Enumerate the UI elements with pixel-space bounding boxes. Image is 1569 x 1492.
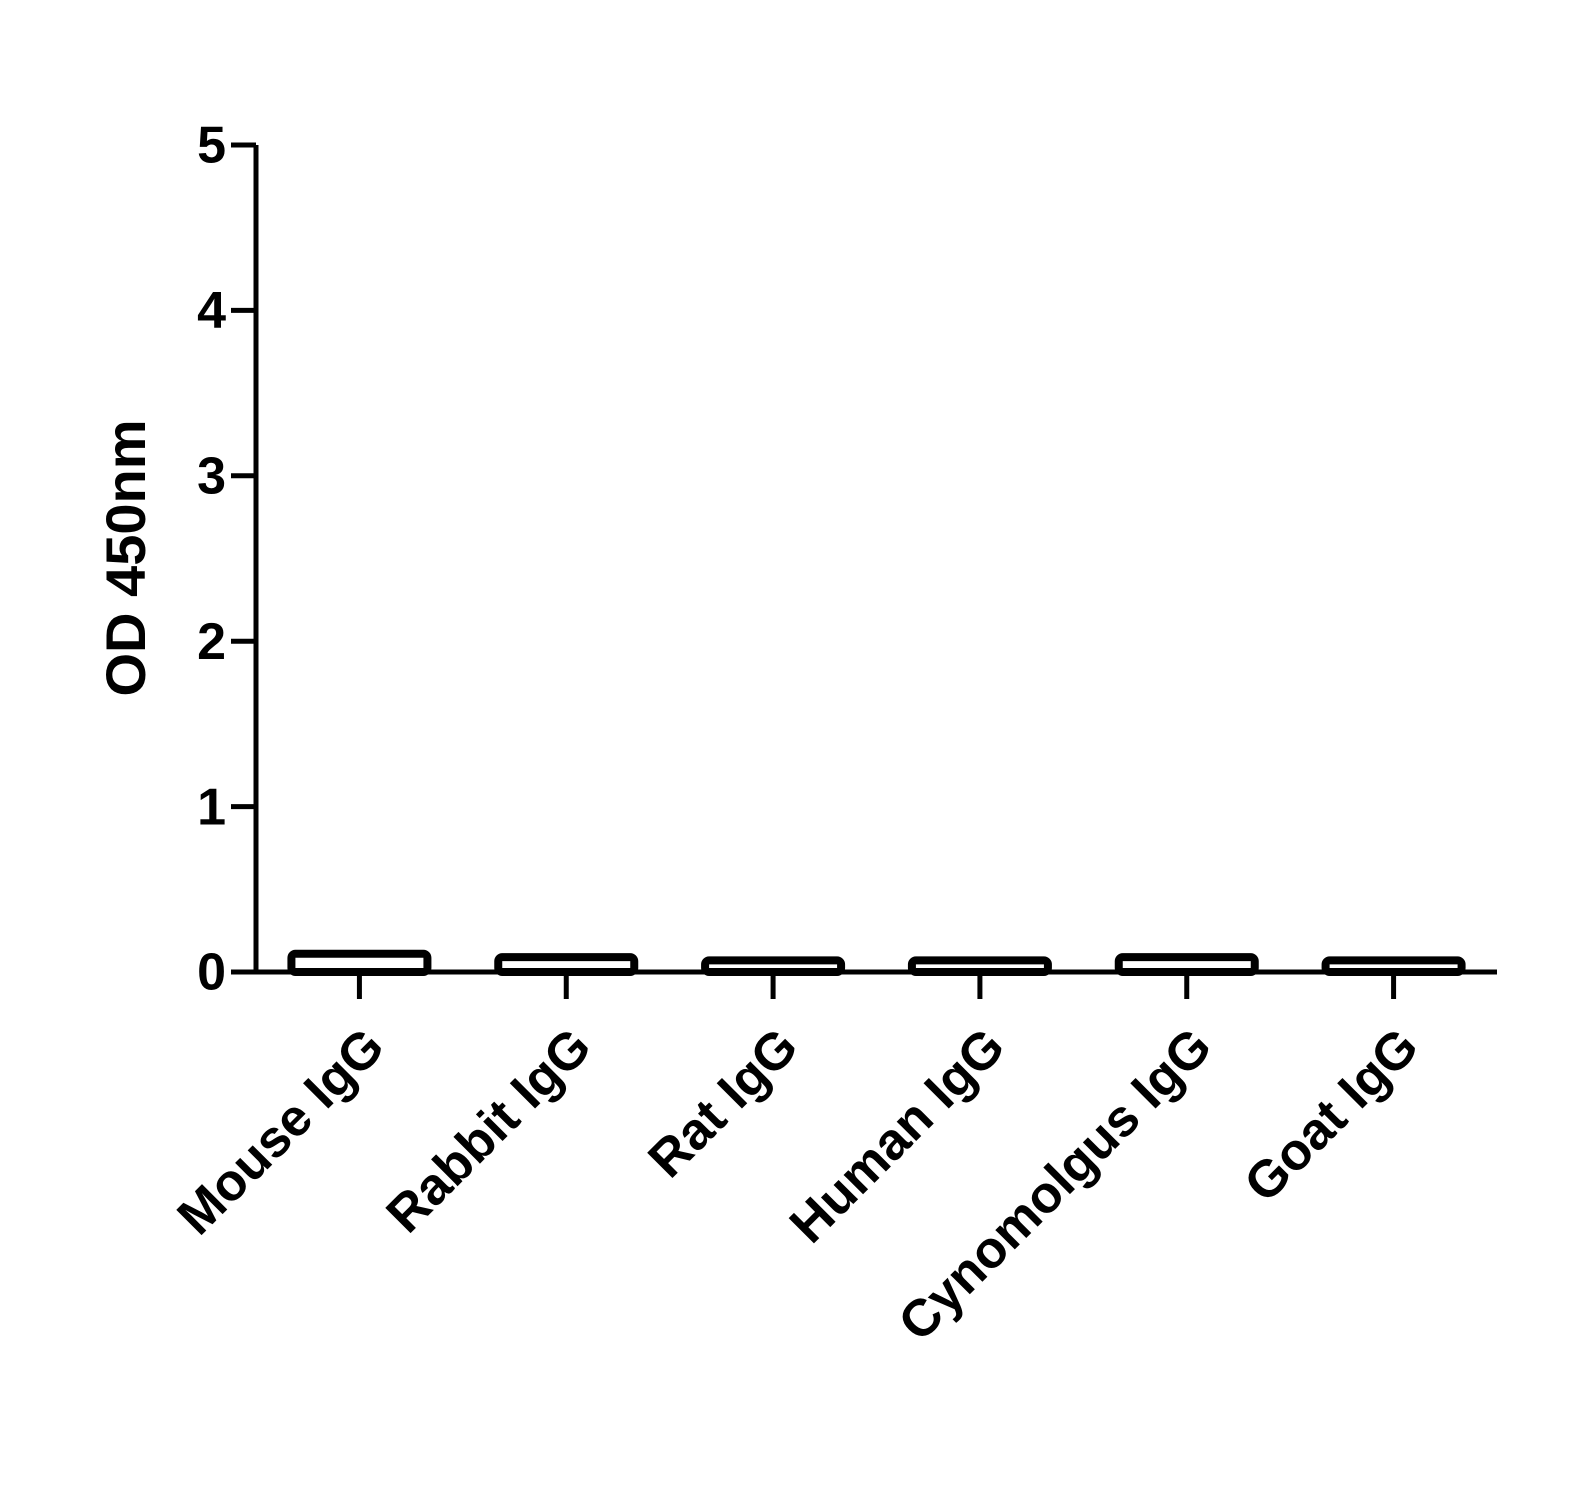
x-tick-label: Rabbit IgG [376, 1017, 603, 1244]
bar [1321, 956, 1466, 976]
bar [907, 956, 1052, 976]
y-tick-label: 4 [197, 282, 226, 340]
y-tick-label: 3 [197, 448, 226, 506]
y-tick-label: 0 [197, 944, 226, 1002]
bar [1114, 953, 1259, 977]
bar [701, 956, 846, 976]
bar [494, 953, 639, 977]
x-tick-label: Rat IgG [638, 1017, 810, 1189]
x-tick-label: Goat IgG [1234, 1017, 1430, 1213]
x-tick-label: Mouse IgG [167, 1017, 396, 1246]
y-axis-label: OD 450nm [94, 420, 157, 697]
y-tick-label: 5 [197, 117, 226, 175]
y-tick-label: 2 [197, 613, 226, 671]
y-tick-label: 1 [197, 778, 226, 836]
bar [287, 949, 432, 977]
